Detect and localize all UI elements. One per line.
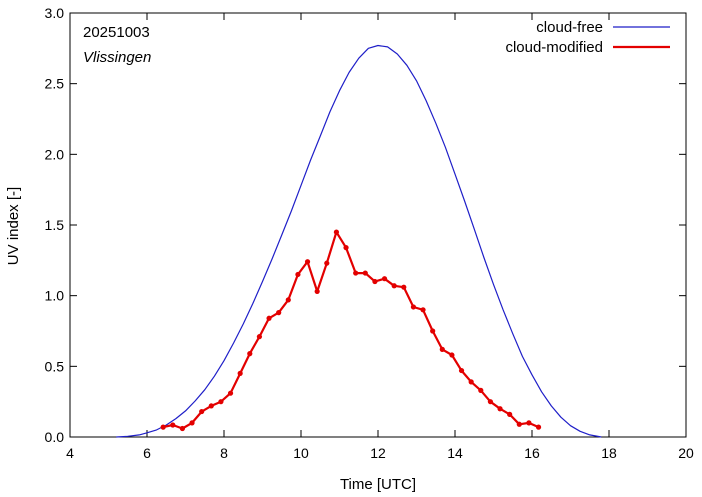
- y-tick-label: 1.0: [45, 288, 65, 304]
- y-axis-title: UV index [-]: [5, 187, 22, 265]
- data-point-cloud-modified: [526, 420, 532, 426]
- data-point-cloud-modified: [314, 288, 320, 295]
- data-point-cloud-modified: [324, 260, 330, 266]
- data-point-cloud-modified: [276, 310, 282, 316]
- x-tick-label: 14: [447, 445, 463, 461]
- x-tick-label: 6: [143, 445, 151, 461]
- data-point-cloud-modified: [179, 425, 186, 432]
- series-line-cloud-modified: [162, 231, 539, 430]
- location-annotation: Vlissingen: [83, 49, 151, 66]
- data-point-cloud-modified: [189, 420, 195, 426]
- data-point-cloud-modified: [410, 304, 417, 310]
- data-point-cloud-modified: [208, 403, 214, 409]
- data-point-cloud-modified: [304, 259, 311, 265]
- data-point-cloud-modified: [266, 315, 272, 321]
- data-point-cloud-modified: [458, 367, 465, 374]
- y-tick-label: 2.5: [45, 76, 65, 92]
- data-point-cloud-modified: [391, 283, 397, 289]
- data-point-cloud-modified: [372, 278, 378, 285]
- x-tick-label: 4: [66, 445, 74, 461]
- plot-frame: [69, 12, 687, 438]
- series-line-cloud-free: [116, 44, 602, 438]
- plot-area: 4 6 8 10 12 14 16 18 20 0.0 0.5 1.0 1.5 2.0 2.5 3.0: [45, 5, 694, 461]
- data-point-cloud-modified: [381, 276, 388, 282]
- data-point-cloud-modified: [295, 271, 301, 278]
- data-point-cloud-modified: [439, 346, 445, 352]
- data-point-cloud-modified: [487, 399, 494, 405]
- date-annotation: 20251003: [83, 24, 150, 41]
- y-tick-label: 2.0: [45, 146, 65, 162]
- y-tick-label: 0.0: [45, 429, 65, 445]
- data-point-cloud-modified: [362, 270, 368, 276]
- data-point-cloud-modified: [420, 307, 426, 313]
- data-point-cloud-modified: [285, 297, 291, 303]
- y-tick-label: 0.5: [45, 358, 65, 374]
- data-point-cloud-modified: [497, 406, 503, 412]
- data-point-cloud-modified: [449, 352, 455, 358]
- data-point-cloud-modified: [478, 387, 484, 393]
- data-point-cloud-modified: [247, 351, 253, 357]
- data-point-cloud-modified: [170, 422, 176, 428]
- data-point-cloud-modified: [256, 334, 263, 340]
- data-point-cloud-modified: [160, 424, 166, 430]
- data-point-cloud-modified: [535, 424, 542, 430]
- legend-label-cloud-modified: cloud-modified: [505, 39, 603, 56]
- data-point-cloud-modified: [333, 229, 340, 235]
- data-point-cloud-modified: [468, 379, 474, 385]
- data-point-cloud-modified: [430, 328, 436, 334]
- data-point-cloud-modified: [343, 245, 349, 251]
- data-point-cloud-modified: [401, 284, 407, 290]
- x-tick-label: 12: [370, 445, 386, 461]
- y-tick-label: 3.0: [45, 5, 65, 21]
- data-point-cloud-modified: [199, 408, 205, 415]
- x-tick-label: 18: [601, 445, 617, 461]
- data-point-cloud-modified: [516, 421, 522, 427]
- data-point-cloud-modified: [237, 370, 243, 376]
- legend: cloud-free cloud-modified: [505, 19, 670, 56]
- data-point-cloud-modified: [227, 390, 234, 396]
- data-point-cloud-modified: [218, 399, 224, 405]
- y-tick-label: 1.5: [45, 217, 65, 233]
- x-tick-label: 10: [293, 445, 309, 461]
- x-tick-label: 8: [220, 445, 228, 461]
- data-point-cloud-modified: [507, 411, 513, 417]
- data-point-cloud-modified: [353, 270, 359, 276]
- legend-label-cloud-free: cloud-free: [536, 19, 603, 36]
- x-tick-label: 20: [678, 445, 694, 461]
- x-axis-title: Time [UTC]: [340, 476, 416, 493]
- x-tick-label: 16: [524, 445, 540, 461]
